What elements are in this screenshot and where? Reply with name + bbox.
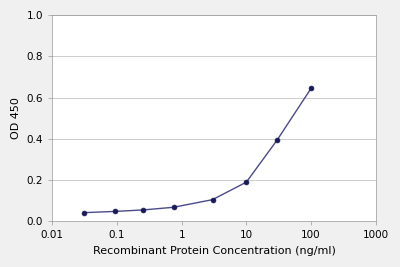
Y-axis label: OD 450: OD 450 (11, 97, 21, 139)
X-axis label: Recombinant Protein Concentration (ng/ml): Recombinant Protein Concentration (ng/ml… (92, 246, 336, 256)
